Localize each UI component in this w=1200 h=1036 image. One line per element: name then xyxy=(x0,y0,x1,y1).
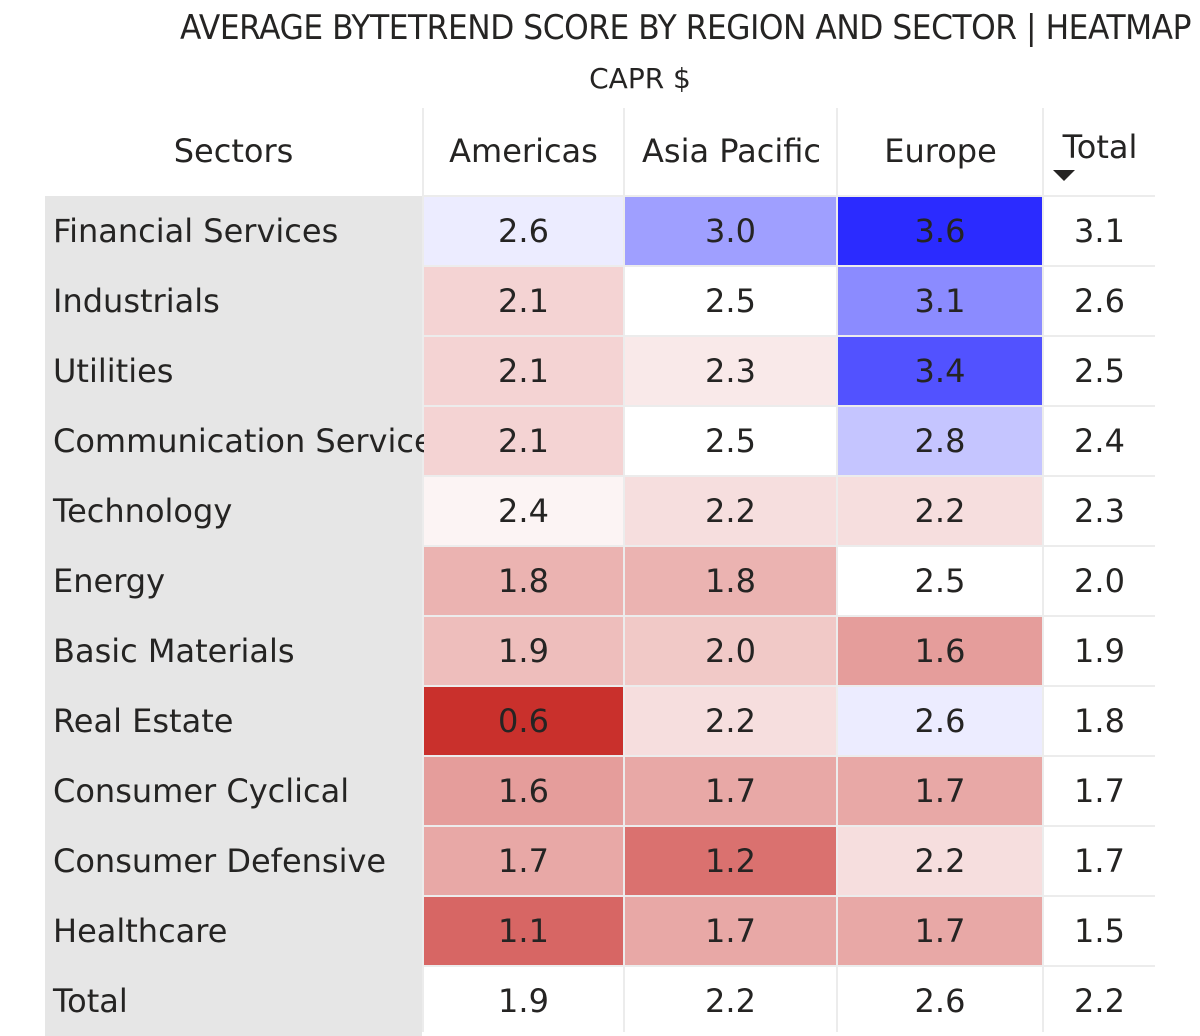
heatmap-cell-consumer-defensive-asia-pacific[interactable]: 1.2 xyxy=(625,826,836,896)
heatmap-cell-financial-services-europe[interactable]: 3.6 xyxy=(838,196,1042,266)
row-label-energy[interactable]: Energy xyxy=(45,546,422,616)
row-total-healthcare[interactable]: 1.5 xyxy=(1044,896,1155,966)
row-label-utilities[interactable]: Utilities xyxy=(45,336,422,406)
row-separator xyxy=(422,405,1155,407)
chart-subtitle: CAPR $ xyxy=(589,62,691,95)
row-label-consumer-defensive[interactable]: Consumer Defensive xyxy=(45,826,422,896)
heatmap-cell-energy-europe[interactable]: 2.5 xyxy=(838,546,1042,616)
row-total-consumer-defensive[interactable]: 1.7 xyxy=(1044,826,1155,896)
heatmap-cell-energy-asia-pacific[interactable]: 1.8 xyxy=(625,546,836,616)
heatmap-cell-healthcare-europe[interactable]: 1.7 xyxy=(838,896,1042,966)
heatmap-cell-real-estate-americas[interactable]: 0.6 xyxy=(424,686,623,756)
row-label-industrials[interactable]: Industrials xyxy=(45,266,422,336)
row-total-financial-services[interactable]: 3.1 xyxy=(1044,196,1155,266)
row-label-communication-services[interactable]: Communication Services xyxy=(45,406,450,476)
row-label-real-estate[interactable]: Real Estate xyxy=(45,686,422,756)
heatmap-cell-real-estate-europe[interactable]: 2.6 xyxy=(838,686,1042,756)
row-separator xyxy=(422,615,1155,617)
row-separator xyxy=(422,825,1155,827)
row-total-real-estate[interactable]: 1.8 xyxy=(1044,686,1155,756)
row-total-communication-services[interactable]: 2.4 xyxy=(1044,406,1155,476)
row-label-consumer-cyclical[interactable]: Consumer Cyclical xyxy=(45,756,422,826)
row-separator xyxy=(422,475,1155,477)
heatmap-cell-basic-materials-asia-pacific[interactable]: 2.0 xyxy=(625,616,836,686)
column-header-asia-pacific[interactable]: Asia Pacific xyxy=(642,132,821,170)
heatmap-cell-real-estate-asia-pacific[interactable]: 2.2 xyxy=(625,686,836,756)
column-header-europe[interactable]: Europe xyxy=(884,132,997,170)
heatmap-cell-healthcare-americas[interactable]: 1.1 xyxy=(424,896,623,966)
heatmap-cell-consumer-cyclical-europe[interactable]: 1.7 xyxy=(838,756,1042,826)
heatmap-cell-healthcare-asia-pacific[interactable]: 1.7 xyxy=(625,896,836,966)
column-total-americas[interactable]: 1.9 xyxy=(424,966,623,1036)
row-separator xyxy=(422,685,1155,687)
row-label-technology[interactable]: Technology xyxy=(45,476,422,546)
chart-title: AVERAGE BYTETREND SCORE BY REGION AND SE… xyxy=(180,8,1192,48)
column-header-sectors[interactable]: Sectors xyxy=(173,132,294,170)
row-separator xyxy=(422,545,1155,547)
heatmap-cell-technology-asia-pacific[interactable]: 2.2 xyxy=(625,476,836,546)
column-total-asia-pacific[interactable]: 2.2 xyxy=(625,966,836,1036)
heatmap-cell-consumer-cyclical-asia-pacific[interactable]: 1.7 xyxy=(625,756,836,826)
heatmap-cell-communication-services-asia-pacific[interactable]: 2.5 xyxy=(625,406,836,476)
heatmap-cell-consumer-defensive-americas[interactable]: 1.7 xyxy=(424,826,623,896)
row-separator xyxy=(422,195,1155,197)
row-total-industrials[interactable]: 2.6 xyxy=(1044,266,1155,336)
heatmap-cell-financial-services-asia-pacific[interactable]: 3.0 xyxy=(625,196,836,266)
row-total-basic-materials[interactable]: 1.9 xyxy=(1044,616,1155,686)
row-separator xyxy=(422,965,1155,967)
heatmap-cell-utilities-europe[interactable]: 3.4 xyxy=(838,336,1042,406)
row-total-technology[interactable]: 2.3 xyxy=(1044,476,1155,546)
column-header-americas[interactable]: Americas xyxy=(449,132,598,170)
heatmap-cell-communication-services-europe[interactable]: 2.8 xyxy=(838,406,1042,476)
heatmap-cell-utilities-americas[interactable]: 2.1 xyxy=(424,336,623,406)
row-separator xyxy=(422,265,1155,267)
heatmap-cell-technology-europe[interactable]: 2.2 xyxy=(838,476,1042,546)
heatmap-cell-consumer-cyclical-americas[interactable]: 1.6 xyxy=(424,756,623,826)
row-label-total[interactable]: Total xyxy=(45,966,422,1036)
heatmap-cell-basic-materials-americas[interactable]: 1.9 xyxy=(424,616,623,686)
heatmap-cell-industrials-europe[interactable]: 3.1 xyxy=(838,266,1042,336)
heatmap-cell-energy-americas[interactable]: 1.8 xyxy=(424,546,623,616)
grand-total[interactable]: 2.2 xyxy=(1044,966,1155,1036)
heatmap-cell-financial-services-americas[interactable]: 2.6 xyxy=(424,196,623,266)
column-header-total[interactable]: Total xyxy=(1062,128,1138,166)
heatmap-cell-industrials-americas[interactable]: 2.1 xyxy=(424,266,623,336)
heatmap-cell-utilities-asia-pacific[interactable]: 2.3 xyxy=(625,336,836,406)
column-total-europe[interactable]: 2.6 xyxy=(838,966,1042,1036)
column-separator xyxy=(623,108,625,1032)
row-total-energy[interactable]: 2.0 xyxy=(1044,546,1155,616)
column-separator xyxy=(422,108,424,1032)
row-label-basic-materials[interactable]: Basic Materials xyxy=(45,616,422,686)
row-separator xyxy=(422,335,1155,337)
column-separator xyxy=(836,108,838,1032)
row-total-utilities[interactable]: 2.5 xyxy=(1044,336,1155,406)
heatmap-matrix: Sectors Americas Asia Pacific Europe Tot… xyxy=(45,108,1155,1036)
heatmap-cell-consumer-defensive-europe[interactable]: 2.2 xyxy=(838,826,1042,896)
column-separator xyxy=(1042,108,1044,1032)
row-label-financial-services[interactable]: Financial Services xyxy=(45,196,422,266)
row-label-healthcare[interactable]: Healthcare xyxy=(45,896,422,966)
row-separator xyxy=(422,895,1155,897)
row-separator xyxy=(422,755,1155,757)
sort-descending-icon[interactable] xyxy=(1053,170,1075,181)
row-total-consumer-cyclical[interactable]: 1.7 xyxy=(1044,756,1155,826)
heatmap-cell-communication-services-americas[interactable]: 2.1 xyxy=(424,406,623,476)
heatmap-cell-basic-materials-europe[interactable]: 1.6 xyxy=(838,616,1042,686)
heatmap-cell-technology-americas[interactable]: 2.4 xyxy=(424,476,623,546)
heatmap-cell-industrials-asia-pacific[interactable]: 2.5 xyxy=(625,266,836,336)
